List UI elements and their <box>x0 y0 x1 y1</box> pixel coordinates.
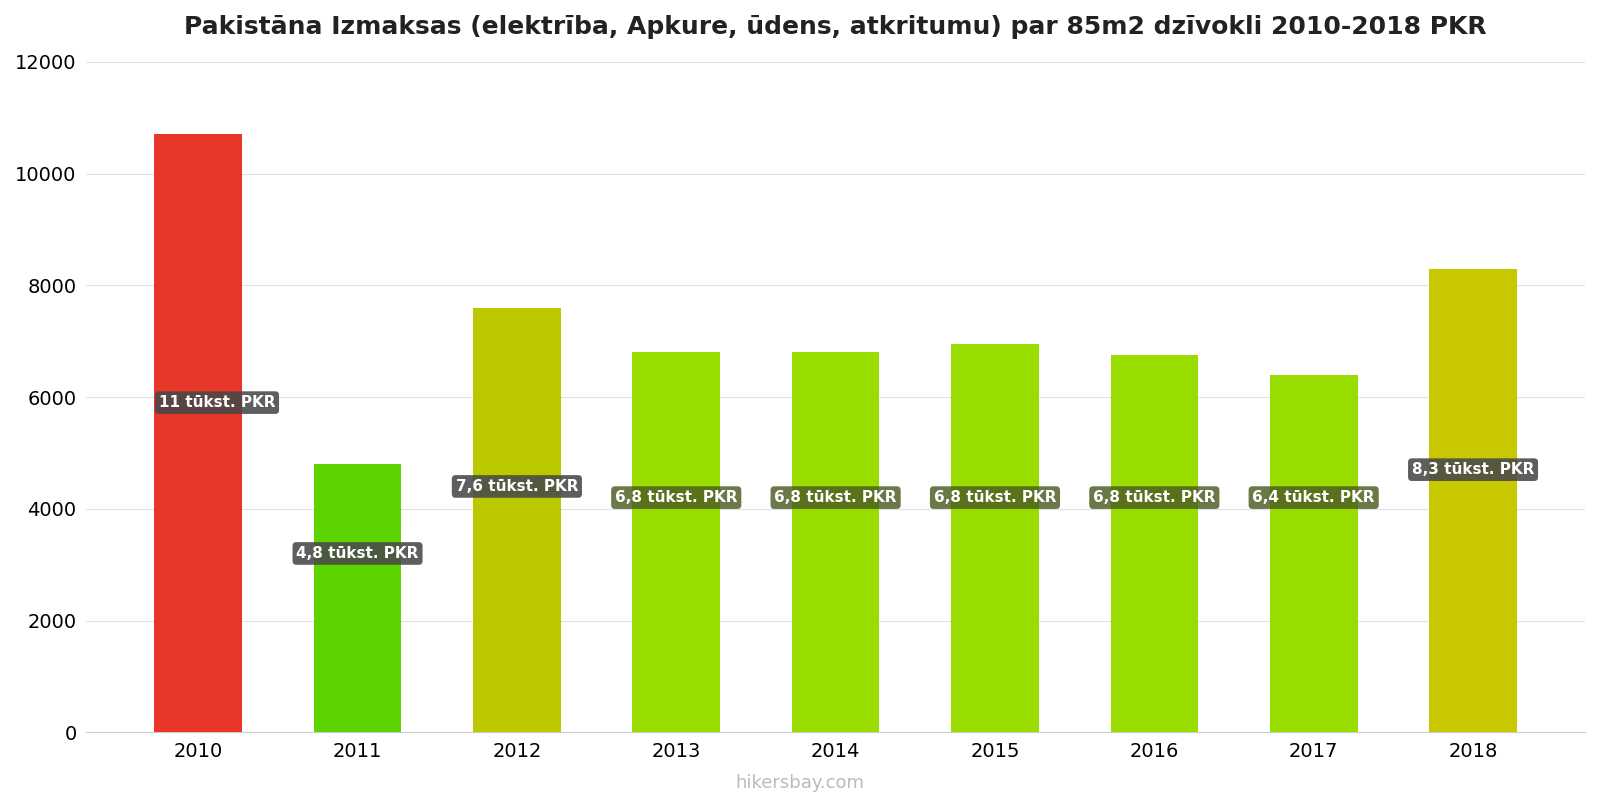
Text: 8,3 tūkst. PKR: 8,3 tūkst. PKR <box>1411 462 1534 477</box>
Text: 7,6 tūkst. PKR: 7,6 tūkst. PKR <box>456 479 578 494</box>
Text: hikersbay.com: hikersbay.com <box>736 774 864 792</box>
Bar <box>314 464 402 732</box>
Text: 4,8 tūkst. PKR: 4,8 tūkst. PKR <box>296 546 419 561</box>
Bar <box>792 352 880 732</box>
Bar <box>1429 269 1517 732</box>
Text: 11 tūkst. PKR: 11 tūkst. PKR <box>158 395 275 410</box>
Bar <box>154 134 242 732</box>
Bar <box>474 308 560 732</box>
Bar <box>950 344 1038 732</box>
Text: 6,4 tūkst. PKR: 6,4 tūkst. PKR <box>1253 490 1374 505</box>
Bar <box>632 352 720 732</box>
Title: Pakistāna Izmaksas (elektrība, Apkure, ūdens, atkritumu) par 85m2 dzīvokli 2010-: Pakistāna Izmaksas (elektrība, Apkure, ū… <box>184 15 1486 39</box>
Bar <box>1110 355 1198 732</box>
Text: 6,8 tūkst. PKR: 6,8 tūkst. PKR <box>934 490 1056 505</box>
Text: 6,8 tūkst. PKR: 6,8 tūkst. PKR <box>1093 490 1216 505</box>
Bar <box>1270 374 1357 732</box>
Text: 6,8 tūkst. PKR: 6,8 tūkst. PKR <box>614 490 738 505</box>
Text: 6,8 tūkst. PKR: 6,8 tūkst. PKR <box>774 490 898 505</box>
